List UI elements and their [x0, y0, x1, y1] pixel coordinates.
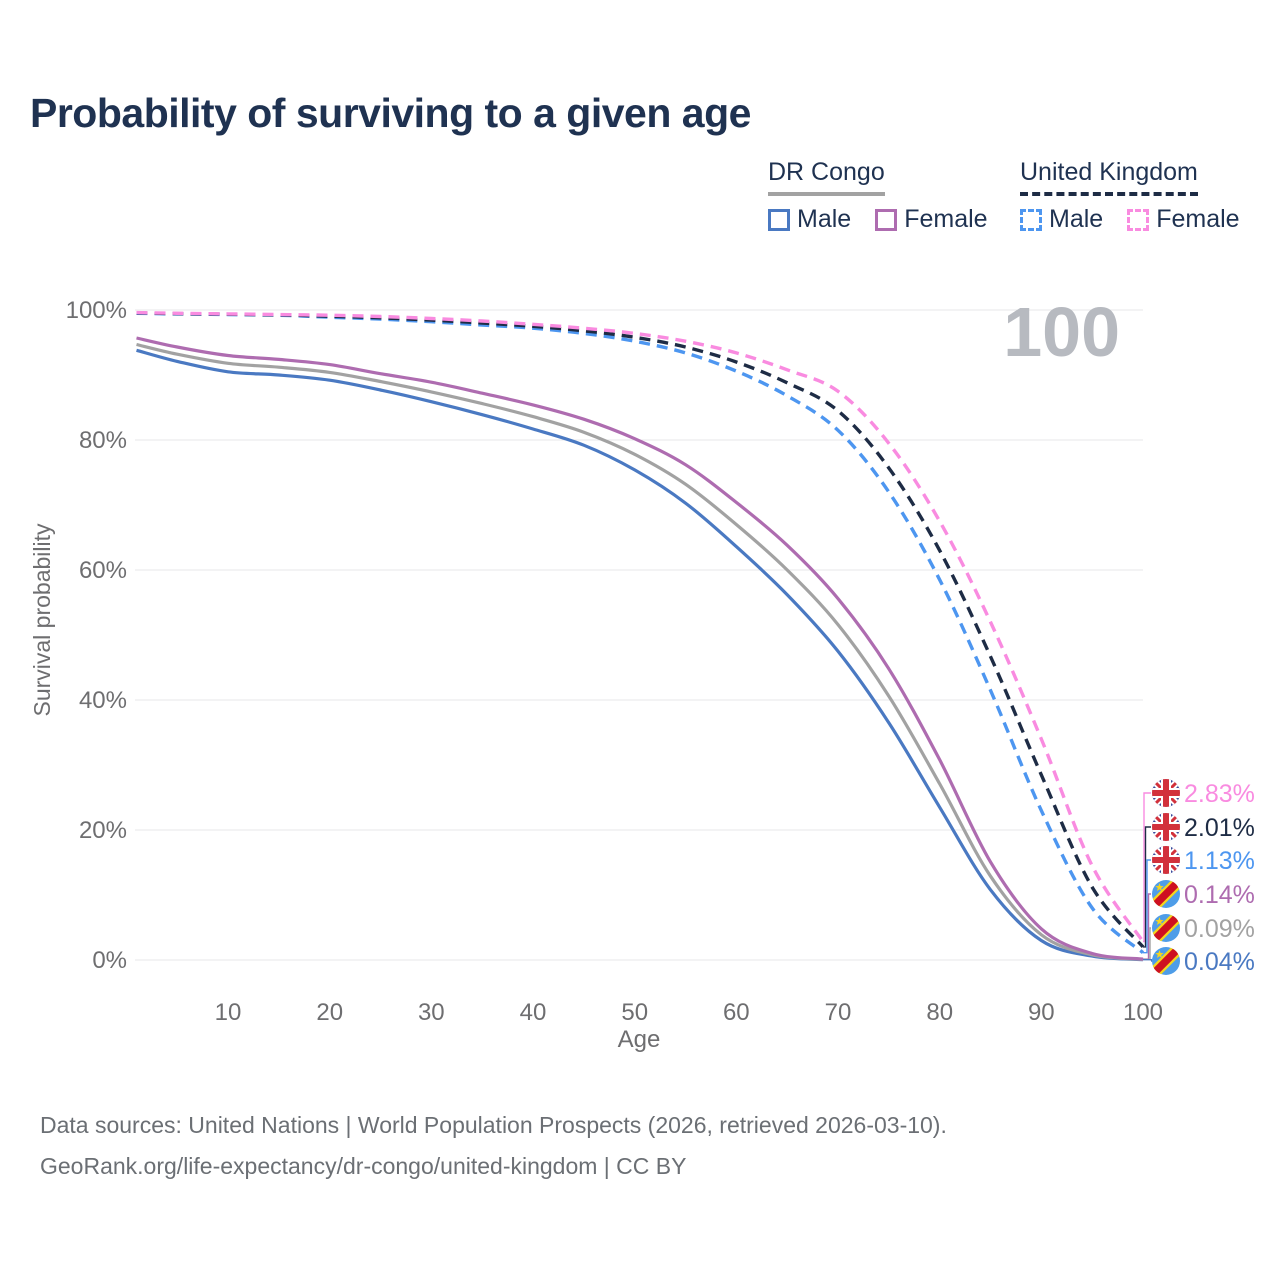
x-tick-label: 80 — [926, 999, 953, 1026]
uk-flag-icon — [1152, 813, 1180, 841]
y-tick-label: 60% — [79, 557, 127, 584]
y-tick-label: 0% — [92, 947, 127, 974]
legend-items-united-kingdom: Male Female — [1020, 205, 1240, 234]
legend-label-uk-female: Female — [1156, 205, 1240, 233]
y-tick-label: 40% — [79, 687, 127, 714]
footer: Data sources: United Nations | World Pop… — [40, 1105, 947, 1187]
y-tick-label: 20% — [79, 817, 127, 844]
legend-item-drc-male[interactable]: Male — [768, 205, 851, 234]
dr-congo-flag-icon — [1152, 880, 1180, 908]
x-tick-label: 90 — [1028, 999, 1055, 1026]
legend-items-dr-congo: Male Female — [768, 205, 988, 234]
end-label-connector — [1143, 792, 1151, 943]
legend-item-drc-female[interactable]: Female — [875, 205, 988, 234]
legend-title-dr-congo[interactable]: DR Congo — [768, 158, 885, 196]
footer-attribution: GeoRank.org/life-expectancy/dr-congo/uni… — [40, 1153, 687, 1179]
y-tick-label: 80% — [79, 427, 127, 454]
end-label-connector — [1143, 826, 1151, 948]
uk-flag-icon — [1152, 779, 1180, 807]
legend-item-uk-male[interactable]: Male — [1020, 205, 1103, 234]
end-label-value: 1.13% — [1184, 847, 1255, 875]
series-line-united-kingdom-combined[interactable] — [136, 311, 1145, 949]
legend-item-uk-female[interactable]: Female — [1127, 205, 1240, 234]
x-axis-title: Age — [617, 1026, 661, 1053]
end-label-value: 0.04% — [1184, 948, 1255, 976]
end-label-connector — [1143, 959, 1153, 962]
series-line-dr-congo-male[interactable] — [136, 348, 1144, 962]
legend-label-drc-female: Female — [904, 205, 988, 233]
end-label-value: 2.01% — [1184, 814, 1255, 842]
page-title: Probability of surviving to a given age — [30, 90, 751, 136]
x-tick-label: 30 — [418, 999, 445, 1026]
uk-male-swatch-icon — [1020, 208, 1042, 231]
x-tick-label: 60 — [723, 999, 750, 1026]
uk-female-swatch-icon — [1127, 208, 1150, 231]
chart-legend: DR Congo Male Female United Kingdom Male… — [0, 158, 1280, 238]
series-line-dr-congo-combined[interactable] — [136, 342, 1144, 961]
legend-group-dr-congo: DR Congo Male Female — [768, 158, 988, 234]
age-counter-watermark: 100 — [1003, 293, 1120, 371]
x-tick-label: 40 — [520, 999, 547, 1026]
x-tick-label: 50 — [621, 999, 648, 1026]
legend-label-drc-male: Male — [797, 205, 852, 233]
y-tick-label: 100% — [66, 297, 127, 324]
end-label-value: 0.14% — [1184, 881, 1255, 909]
y-axis-title: Survival probability — [29, 523, 55, 717]
end-label-value: 0.09% — [1184, 915, 1255, 943]
footer-data-sources: Data sources: United Nations | World Pop… — [40, 1112, 947, 1138]
x-tick-label: 100 — [1123, 999, 1163, 1026]
drc-male-swatch-icon — [768, 208, 790, 231]
x-tick-label: 10 — [215, 999, 242, 1026]
end-label-value: 2.83% — [1184, 780, 1255, 808]
end-label-connector — [1143, 859, 1151, 954]
legend-title-united-kingdom[interactable]: United Kingdom — [1020, 158, 1198, 196]
legend-group-united-kingdom: United Kingdom Male Female — [1020, 158, 1240, 234]
x-tick-label: 20 — [316, 999, 343, 1026]
x-tick-label: 70 — [825, 999, 852, 1026]
uk-flag-icon — [1152, 846, 1180, 874]
series-line-united-kingdom-male[interactable] — [136, 311, 1145, 955]
dr-congo-flag-icon — [1152, 914, 1180, 942]
legend-label-uk-male: Male — [1049, 205, 1104, 233]
drc-female-swatch-icon — [875, 208, 898, 231]
series-line-dr-congo-female[interactable] — [136, 336, 1144, 961]
series-line-united-kingdom-female[interactable] — [136, 310, 1145, 943]
dr-congo-flag-icon — [1152, 947, 1180, 975]
